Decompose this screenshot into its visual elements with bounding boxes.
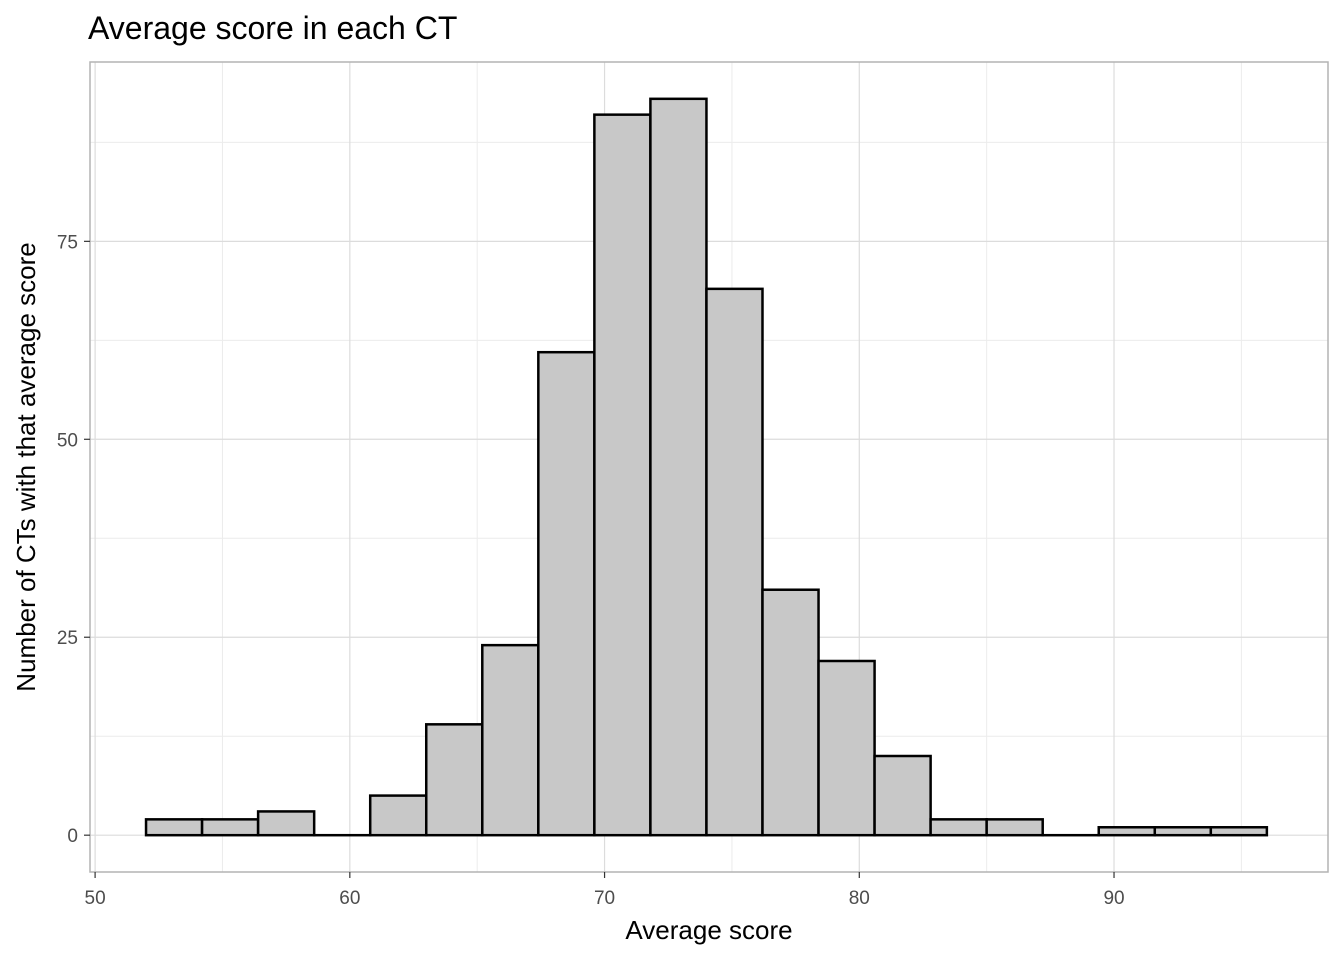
y-tick-label: 0 bbox=[67, 826, 78, 847]
panel-border bbox=[89, 61, 1329, 873]
bars bbox=[144, 97, 1269, 837]
y-axis-title: Number of CTs with that average score bbox=[11, 242, 41, 691]
y-tick-label: 50 bbox=[57, 430, 78, 451]
x-axis-title: Average score bbox=[625, 915, 792, 945]
histogram-bar bbox=[200, 818, 260, 837]
histogram-bar bbox=[817, 659, 876, 837]
x-tick-label: 60 bbox=[339, 888, 360, 909]
histogram-bar bbox=[761, 588, 820, 837]
histogram-bar bbox=[649, 97, 708, 837]
histogram-bar bbox=[873, 754, 932, 837]
histogram-bar bbox=[1097, 826, 1157, 837]
histogram-bar bbox=[424, 723, 484, 837]
y-axis-ticks: 0 25 50 75 bbox=[57, 232, 90, 847]
x-tick-label: 80 bbox=[849, 888, 870, 909]
y-tick-label: 25 bbox=[57, 628, 78, 649]
x-tick-label: 70 bbox=[594, 888, 615, 909]
histogram-bar bbox=[1209, 826, 1269, 837]
histogram-bar bbox=[144, 818, 204, 837]
histogram-bar bbox=[256, 810, 316, 837]
histogram-bar bbox=[1153, 826, 1213, 837]
y-tick-label: 75 bbox=[57, 232, 78, 253]
x-tick-label: 90 bbox=[1103, 888, 1124, 909]
x-tick-label: 50 bbox=[85, 888, 106, 909]
chart-title: Average score in each CT bbox=[88, 10, 457, 46]
histogram-bar bbox=[481, 643, 540, 837]
histogram-bar bbox=[929, 818, 988, 837]
histogram-bar bbox=[985, 818, 1044, 837]
histogram-bar bbox=[537, 350, 596, 837]
histogram-bar bbox=[705, 287, 764, 837]
histogram-bar bbox=[593, 113, 652, 837]
histogram-bar bbox=[368, 794, 428, 837]
x-axis-ticks: 50 60 70 80 90 bbox=[85, 872, 1125, 909]
